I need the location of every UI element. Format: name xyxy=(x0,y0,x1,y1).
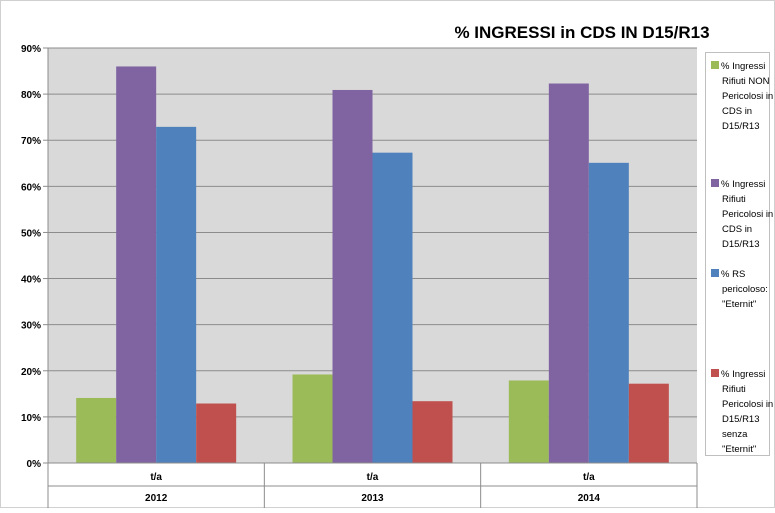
legend: % Ingressi Rifiuti NON Pericolosi in CDS in… xyxy=(705,52,773,456)
legend-label-line: D15/R13 xyxy=(722,121,760,132)
legend-label-line: Rifiuti xyxy=(722,194,746,205)
bar xyxy=(412,401,453,463)
y-axis: 0% 10% 20% 30% 40% 50% 60% 70% 80% 90% xyxy=(21,44,49,508)
legend-box xyxy=(705,52,770,456)
x-axis: t/a 2012 t/a 2013 t/a 2014 xyxy=(47,462,698,508)
y-tick-label: 90% xyxy=(21,44,41,55)
legend-label-line: D15/R13 xyxy=(722,239,760,250)
legend-label: % Ingressi Rifiuti Pericolosi in D15/R13 sen… xyxy=(721,369,773,455)
legend-label-line: % RS xyxy=(721,269,745,280)
legend-label-line: "Eternit" xyxy=(722,444,756,455)
legend-label-line: % Ingressi xyxy=(721,369,765,380)
x-subcategory-label: t/a xyxy=(367,472,379,483)
y-tick-label: 40% xyxy=(21,275,41,286)
legend-label-line: % Ingressi xyxy=(721,179,765,190)
legend-label: % Ingressi Rifiuti NON Pericolosi in CDS in… xyxy=(721,61,773,132)
x-subcategory-label: t/a xyxy=(583,472,595,483)
bar xyxy=(372,152,413,463)
bar xyxy=(116,66,157,463)
y-tick-label: 70% xyxy=(21,136,41,147)
legend-label-line: % Ingressi xyxy=(721,61,765,72)
legend-label: % Ingressi Rifiuti Pericolosi in CDS in D15/… xyxy=(721,179,773,250)
y-tick-label: 30% xyxy=(21,321,41,332)
legend-label-line: "Eternit" xyxy=(722,299,756,310)
y-tick-label: 10% xyxy=(21,413,41,424)
legend-swatch xyxy=(711,179,719,187)
legend-label-line: pericoloso: xyxy=(722,284,768,295)
bar xyxy=(548,83,589,463)
bar xyxy=(628,383,669,463)
legend-label: % RS pericoloso: "Eternit" xyxy=(721,269,768,310)
y-tick-label: 0% xyxy=(27,459,42,470)
x-category-label: 2012 xyxy=(145,493,168,504)
y-tick-label: 80% xyxy=(21,90,41,101)
bar xyxy=(156,126,197,463)
x-category-label: 2013 xyxy=(361,493,384,504)
plot-area xyxy=(48,47,697,464)
legend-label-line: senza xyxy=(722,429,748,440)
legend-label-line: Rifiuti NON xyxy=(722,76,770,87)
legend-label-line: CDS in xyxy=(722,106,752,117)
legend-label-line: Pericolosi in xyxy=(722,91,773,102)
x-subcategory-label: t/a xyxy=(150,472,162,483)
legend-label-line: Pericolosi in xyxy=(722,209,773,220)
chart-title: % INGRESSI in CDS IN D15/R13 xyxy=(454,23,709,42)
bar xyxy=(588,162,629,464)
legend-swatch xyxy=(711,269,719,277)
bar xyxy=(76,397,117,463)
bar xyxy=(196,403,237,463)
x-category-label: 2014 xyxy=(578,493,601,504)
legend-label-line: Pericolosi in xyxy=(722,399,773,410)
legend-label-line: CDS in xyxy=(722,224,752,235)
bar xyxy=(332,89,373,463)
y-tick-label: 50% xyxy=(21,228,41,239)
legend-label-line: D15/R13 xyxy=(722,414,760,425)
legend-swatch xyxy=(711,369,719,377)
bar xyxy=(292,374,333,463)
bar xyxy=(508,380,549,463)
legend-swatch xyxy=(711,61,719,69)
legend-label-line: Rifiuti xyxy=(722,384,746,395)
y-tick-label: 60% xyxy=(21,182,41,193)
y-tick-label: 20% xyxy=(21,367,41,378)
